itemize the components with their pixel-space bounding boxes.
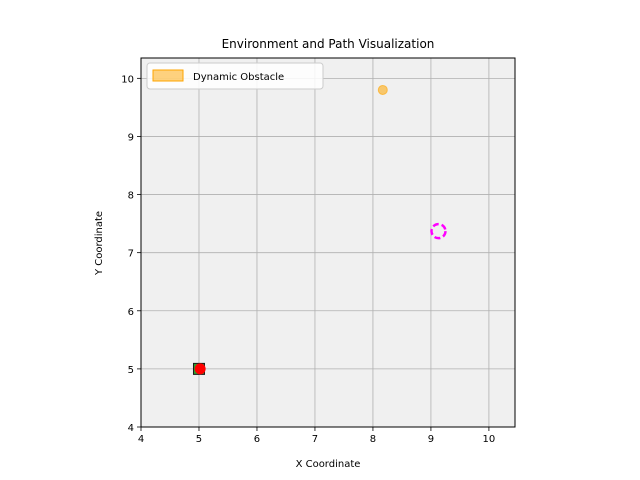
x-tick-label: 4 — [138, 434, 144, 445]
goal-ring-marker — [430, 222, 447, 240]
x-tick-label: 5 — [196, 434, 202, 445]
plot-frame — [140, 57, 516, 428]
y-tick-label: 7 — [128, 249, 134, 260]
x-tick-label: 9 — [428, 434, 434, 445]
y-tick-label: 10 — [121, 74, 134, 85]
y-tick-label: 6 — [128, 307, 134, 318]
chart-title: Environment and Path Visualization — [222, 37, 435, 51]
x-tick-label: 8 — [370, 434, 376, 445]
x-axis-label: X Coordinate — [296, 459, 361, 470]
x-tick-label: 6 — [254, 434, 260, 445]
y-axis-label: Y Coordinate — [94, 211, 105, 276]
axis-ticks: 4 5 6 7 8 9 10 4 5 6 7 8 9 10 — [121, 74, 495, 445]
legend-swatch — [152, 69, 184, 82]
y-tick-label: 9 — [128, 132, 134, 143]
x-tick-label: 10 — [483, 434, 496, 445]
legend-box — [146, 62, 324, 90]
y-tick-label: 8 — [128, 191, 134, 202]
y-tick-label: 4 — [128, 423, 134, 434]
dynamic-obstacle-point — [377, 84, 388, 95]
data-marks — [192, 84, 447, 375]
x-tick-label: 7 — [312, 434, 318, 445]
y-tick-label: 5 — [128, 365, 134, 376]
legend: Dynamic Obstacle — [146, 62, 324, 90]
current-position-marker — [194, 363, 206, 375]
legend-label-dynamic-obstacle: Dynamic Obstacle — [193, 72, 284, 83]
